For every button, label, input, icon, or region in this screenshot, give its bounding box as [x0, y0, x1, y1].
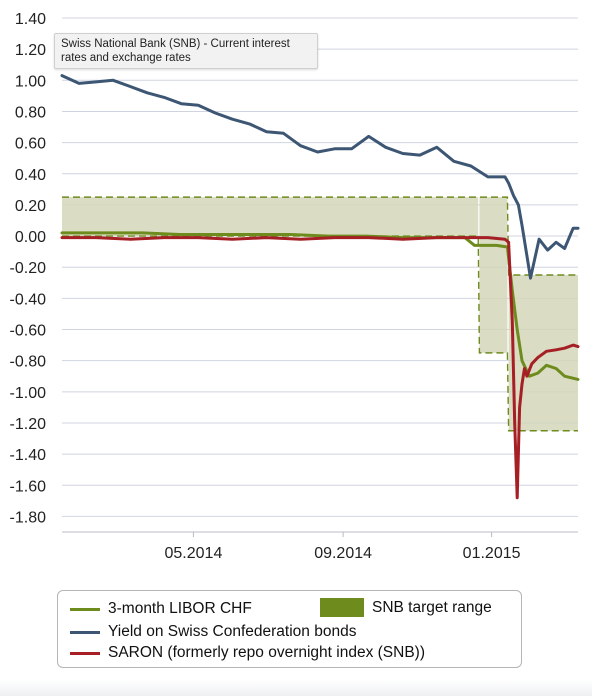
series-line-saron [60, 236, 580, 500]
y-tick-label: 1.20 [15, 42, 46, 59]
y-tick-label: -1.00 [10, 385, 47, 402]
y-tick-label: -1.40 [10, 447, 47, 464]
target-range-upper-bound [62, 196, 578, 276]
x-tick-label: 01.2015 [463, 545, 521, 562]
bonds-swatch [70, 630, 100, 634]
legend-item-bonds[interactable]: Yield on Swiss Confederation bonds [70, 623, 356, 641]
y-tick-label: 1.40 [15, 11, 46, 28]
libor-swatch [70, 607, 100, 611]
y-tick-label: 0.80 [15, 104, 46, 121]
y-tick-label: -0.80 [10, 354, 47, 371]
y-tick-label: 0.40 [15, 167, 46, 184]
chart-tooltip: Swiss National Bank (SNB) - Current inte… [54, 33, 318, 69]
y-tick-label: -0.20 [10, 260, 47, 277]
y-tick-label: -1.60 [10, 478, 47, 495]
y-tick-label: -0.40 [10, 291, 47, 308]
legend-label-saron: SARON (formerly repo overnight index (SN… [108, 644, 425, 661]
legend-label-bonds: Yield on Swiss Confederation bonds [108, 623, 357, 640]
legend-item-target-range[interactable]: SNB target range [320, 598, 492, 617]
x-tick-label: 05.2014 [165, 545, 223, 562]
tooltip-text: Swiss National Bank (SNB) - Current inte… [61, 38, 290, 64]
y-tick-label: -1.20 [10, 416, 47, 433]
target-range-segment [479, 197, 508, 353]
gridlines [62, 17, 578, 517]
x-axis-ticks: 05.2014 09.2014 01.2015 [165, 532, 521, 562]
y-tick-label: 0.00 [15, 229, 46, 246]
y-tick-label: 0.60 [15, 136, 46, 153]
series-lines [60, 74, 580, 500]
saron-swatch [70, 651, 100, 655]
target-range-segment [62, 197, 479, 237]
y-tick-label: 0.20 [15, 198, 46, 215]
legend-item-libor[interactable]: 3-month LIBOR CHF [70, 600, 252, 618]
legend-label-libor: 3-month LIBOR CHF [108, 600, 252, 617]
y-tick-label: 1.00 [15, 73, 46, 90]
target-range-swatch [320, 598, 364, 617]
series-line-libor [60, 231, 580, 381]
y-tick-label: -0.60 [10, 323, 47, 340]
legend-label-target-range: SNB target range [372, 598, 492, 616]
y-axis-ticks: 1.40 1.20 1.00 0.80 0.60 0.40 0.20 0.00 -0.20 -0.… [10, 11, 47, 526]
line-chart: 1.40 1.20 1.00 0.80 0.60 0.40 0.20 0.00 -0.20 -0.… [10, 11, 580, 562]
chart-legend: 3-month LIBOR CHF SNB target range Yield… [57, 590, 522, 668]
legend-item-saron[interactable]: SARON (formerly repo overnight index (SN… [70, 644, 425, 662]
x-tick-label: 09.2014 [314, 545, 372, 562]
page-footer-fade [0, 680, 592, 696]
series-line-bonds [60, 74, 580, 280]
y-tick-label: -1.80 [10, 509, 47, 526]
